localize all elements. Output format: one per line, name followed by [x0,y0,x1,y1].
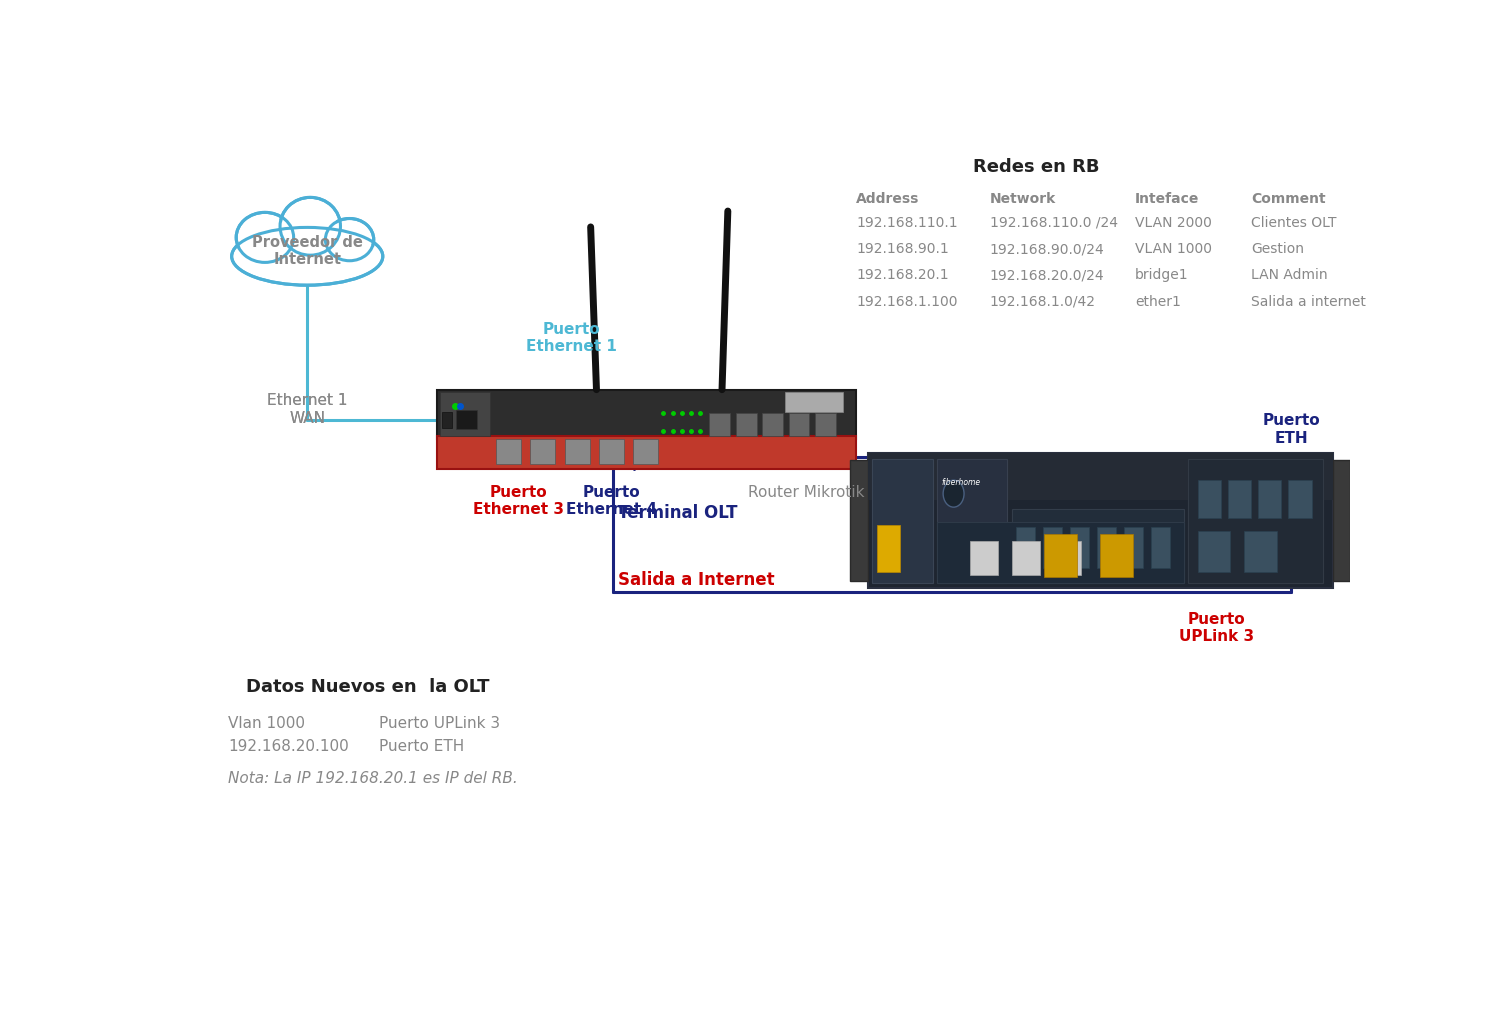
Text: Puerto UPLink 3: Puerto UPLink 3 [380,716,501,731]
Text: Network: Network [990,192,1056,206]
Ellipse shape [236,212,294,263]
Ellipse shape [326,219,374,261]
FancyBboxPatch shape [1011,541,1040,574]
FancyBboxPatch shape [938,522,1184,583]
FancyBboxPatch shape [970,541,998,574]
FancyBboxPatch shape [1044,528,1062,568]
Text: Puerto
Ethernet 3: Puerto Ethernet 3 [474,485,564,517]
FancyBboxPatch shape [878,525,900,572]
Text: 192.168.20.100: 192.168.20.100 [228,739,350,755]
FancyBboxPatch shape [438,436,856,469]
Ellipse shape [284,201,336,252]
Ellipse shape [280,197,340,256]
FancyBboxPatch shape [867,454,1332,588]
Text: Ethernet 1
WAN: Ethernet 1 WAN [267,393,348,426]
FancyBboxPatch shape [871,459,933,583]
FancyBboxPatch shape [736,413,758,436]
Ellipse shape [231,228,382,286]
FancyBboxPatch shape [564,439,590,464]
FancyBboxPatch shape [440,392,489,436]
FancyBboxPatch shape [1098,528,1116,568]
Text: Inteface: Inteface [1136,192,1200,206]
FancyBboxPatch shape [789,413,810,436]
Text: 192.168.110.1: 192.168.110.1 [856,215,957,230]
FancyBboxPatch shape [867,454,1332,500]
FancyBboxPatch shape [1053,541,1082,574]
FancyBboxPatch shape [1228,480,1251,518]
FancyBboxPatch shape [496,439,520,464]
FancyBboxPatch shape [1124,528,1143,568]
FancyBboxPatch shape [531,439,555,464]
FancyBboxPatch shape [1188,459,1323,583]
Text: Proveedor de
Internet: Proveedor de Internet [252,234,363,267]
Text: Address: Address [856,192,920,206]
Ellipse shape [328,222,370,258]
Text: LAN Admin: LAN Admin [1251,268,1328,282]
Text: Datos Nuevos en  la OLT: Datos Nuevos en la OLT [246,678,489,696]
Text: 192.168.1.100: 192.168.1.100 [856,295,957,308]
Text: VLAN 2000: VLAN 2000 [1136,215,1212,230]
Text: Vlan 1000: Vlan 1000 [228,716,304,731]
Text: 192.168.90.1: 192.168.90.1 [856,242,948,256]
Text: Terminal OLT: Terminal OLT [618,504,736,522]
FancyBboxPatch shape [1197,531,1230,572]
Text: 192.168.110.0 /24: 192.168.110.0 /24 [990,215,1118,230]
Text: Ethernet 1
WAN: Ethernet 1 WAN [267,393,348,426]
FancyBboxPatch shape [598,439,624,464]
Text: Salida a Internet: Salida a Internet [618,571,774,589]
Text: Comment: Comment [1251,192,1326,206]
Text: ether1: ether1 [1136,295,1180,308]
Text: Clientes OLT: Clientes OLT [1251,215,1336,230]
FancyBboxPatch shape [1150,528,1170,568]
Text: Nota: La IP 192.168.20.1 es IP del RB.: Nota: La IP 192.168.20.1 es IP del RB. [228,771,518,787]
FancyBboxPatch shape [1332,460,1350,581]
FancyBboxPatch shape [784,392,843,412]
FancyBboxPatch shape [762,413,783,436]
FancyBboxPatch shape [1017,528,1035,568]
Text: 192.168.90.0/24: 192.168.90.0/24 [990,242,1104,256]
Text: Puerto
Ethernet 4: Puerto Ethernet 4 [567,485,657,517]
FancyBboxPatch shape [938,459,1006,583]
Text: VLAN 1000: VLAN 1000 [1136,242,1212,256]
FancyBboxPatch shape [1197,480,1221,518]
Text: 192.168.20.1: 192.168.20.1 [856,268,948,282]
Text: fiberhome: fiberhome [942,478,981,488]
FancyBboxPatch shape [815,413,836,436]
Text: Puerto
Ethernet 1: Puerto Ethernet 1 [525,322,616,355]
Text: 192.168.1.0/42: 192.168.1.0/42 [990,295,1095,308]
Text: Salida a internet: Salida a internet [1251,295,1366,308]
Text: Router Mikrotik: Router Mikrotik [748,486,864,500]
Text: Gestion: Gestion [1251,242,1304,256]
FancyBboxPatch shape [1011,508,1184,583]
FancyBboxPatch shape [441,412,452,428]
FancyBboxPatch shape [710,413,730,436]
Text: Puerto ETH: Puerto ETH [380,739,465,755]
FancyBboxPatch shape [633,439,658,464]
FancyBboxPatch shape [456,410,477,429]
FancyBboxPatch shape [1258,480,1281,518]
FancyBboxPatch shape [1244,531,1276,572]
FancyBboxPatch shape [1288,480,1311,518]
FancyBboxPatch shape [1071,528,1089,568]
Text: Redes en RB: Redes en RB [974,159,1100,176]
Ellipse shape [236,231,380,281]
FancyBboxPatch shape [438,390,856,439]
Ellipse shape [944,480,964,507]
Text: Puerto
UPLink 3: Puerto UPLink 3 [1179,611,1254,644]
FancyBboxPatch shape [1100,534,1132,577]
FancyBboxPatch shape [850,460,867,581]
Ellipse shape [240,217,290,259]
Text: bridge1: bridge1 [1136,268,1188,282]
Text: Puerto
ETH: Puerto ETH [1263,413,1320,445]
Text: 192.168.20.0/24: 192.168.20.0/24 [990,268,1104,282]
FancyBboxPatch shape [1044,534,1077,577]
